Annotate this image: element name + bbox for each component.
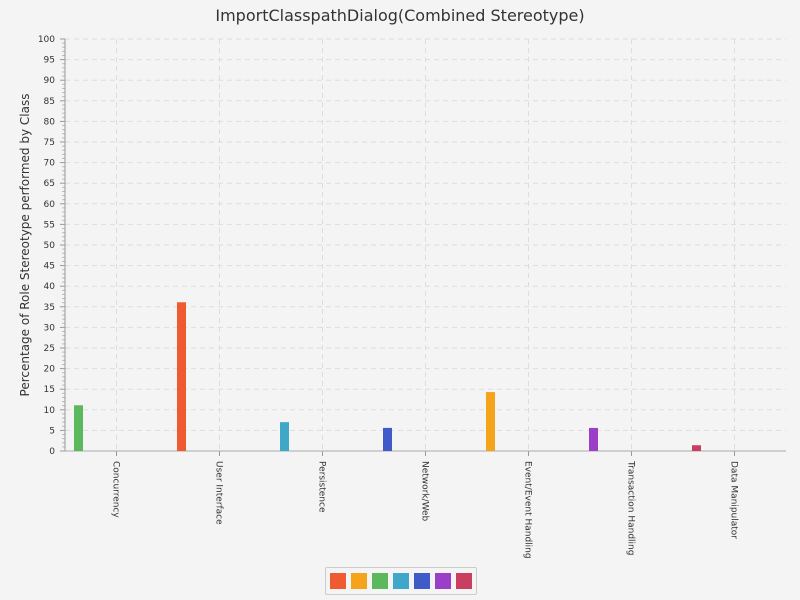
legend-swatch[interactable]	[372, 573, 388, 589]
legend	[325, 567, 477, 595]
y-tick-label: 30	[44, 323, 56, 333]
x-tick-label: User Interface	[214, 461, 224, 525]
y-tick-label: 100	[38, 35, 55, 45]
bar-user-interface[interactable]	[177, 302, 186, 451]
y-tick-label: 50	[44, 241, 56, 251]
bar-transaction-handling[interactable]	[589, 427, 598, 451]
x-tick-label: Transaction Handling	[626, 460, 636, 555]
x-tick-label: Network/Web	[420, 461, 430, 522]
labels: 0 5 10 15 20 25 30 35 40 45 50 55 60 65 70 75 80 85 90 95 10…	[38, 35, 739, 559]
x-tick-label: Event/Event Handling	[523, 461, 533, 559]
y-tick-label: 20	[44, 365, 56, 375]
y-axis-label: Percentage of Role Stereotype performed …	[18, 94, 32, 397]
bars	[74, 302, 701, 451]
legend-swatch[interactable]	[330, 573, 346, 589]
y-tick-label: 55	[44, 220, 55, 230]
bar-data-manipulator[interactable]	[692, 445, 701, 451]
y-tick-label: 75	[44, 138, 55, 148]
chart-title: ImportClasspathDialog(Combined Stereotyp…	[215, 6, 585, 25]
y-tick-label: 80	[44, 117, 56, 127]
y-tick-label: 35	[44, 303, 55, 313]
axes	[60, 38, 786, 456]
x-tick-label: Persistence	[317, 461, 327, 513]
y-tick-label: 45	[44, 262, 55, 272]
y-tick-label: 40	[44, 282, 56, 292]
y-tick-label: 0	[49, 447, 55, 457]
y-tick-label: 10	[44, 406, 56, 416]
x-tick-label: Concurrency	[111, 461, 121, 518]
bar-event-event-handling[interactable]	[486, 392, 495, 451]
y-tick-label: 25	[44, 344, 55, 354]
bar-persistence[interactable]	[280, 422, 289, 451]
legend-swatch[interactable]	[351, 573, 367, 589]
legend-swatch[interactable]	[456, 573, 472, 589]
legend-swatch[interactable]	[393, 573, 409, 589]
x-tick-label: Data Manipulator	[729, 461, 739, 539]
y-tick-label: 90	[44, 76, 56, 86]
y-tick-label: 60	[44, 200, 56, 210]
y-tick-label: 95	[44, 56, 55, 66]
y-tick-label: 85	[44, 97, 55, 107]
bar-concurrency[interactable]	[74, 405, 83, 451]
grid	[65, 38, 786, 451]
y-tick-label: 15	[44, 385, 55, 395]
y-tick-label: 70	[44, 159, 56, 169]
y-tick-label: 65	[44, 179, 55, 189]
bar-network-web[interactable]	[383, 427, 392, 451]
legend-swatch[interactable]	[414, 573, 430, 589]
legend-swatch[interactable]	[435, 573, 451, 589]
y-tick-label: 5	[49, 426, 55, 436]
